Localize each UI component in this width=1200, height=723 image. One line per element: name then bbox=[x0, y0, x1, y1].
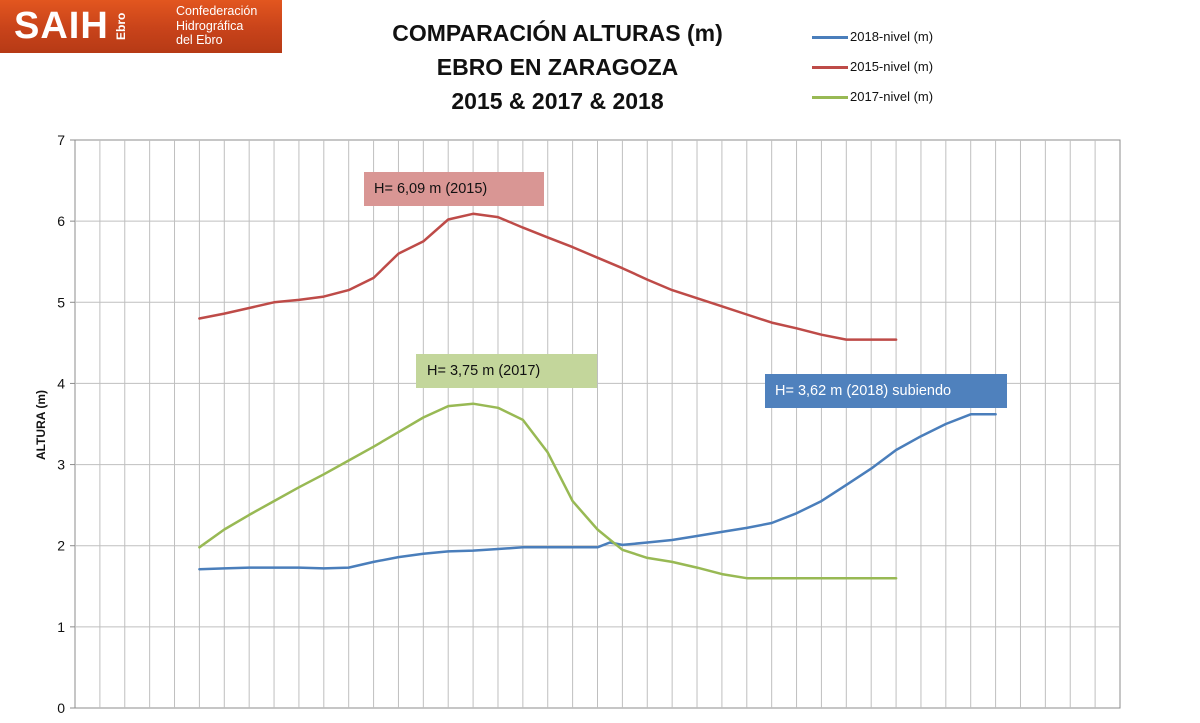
y-tick-label: 4 bbox=[57, 375, 65, 391]
y-tick-label: 5 bbox=[57, 294, 65, 310]
logo-line-2: Hidrográfica bbox=[176, 18, 244, 33]
y-tick-label: 2 bbox=[57, 538, 65, 554]
annotation-2015-peak: H= 6,09 m (2015) bbox=[364, 172, 544, 206]
legend-label-2015: 2015-nivel (m) bbox=[850, 59, 934, 74]
saih-ebro-logo: SAIH Ebro Confederación Hidrográfica del… bbox=[0, 0, 282, 53]
chart-title-line-1: COMPARACIÓN ALTURAS (m) bbox=[392, 20, 723, 46]
chart-title: COMPARACIÓN ALTURAS (m) EBRO EN ZARAGOZA… bbox=[330, 16, 785, 118]
y-tick-label: 7 bbox=[57, 132, 65, 148]
y-tick-label: 1 bbox=[57, 619, 65, 635]
legend-label-2017: 2017-nivel (m) bbox=[850, 89, 934, 104]
chart-title-line-3: 2015 & 2017 & 2018 bbox=[451, 88, 664, 114]
y-tick-label: 3 bbox=[57, 457, 65, 473]
series-line-1 bbox=[198, 212, 898, 341]
series-line-2 bbox=[198, 402, 898, 580]
legend-swatch-2018 bbox=[812, 36, 848, 39]
y-axis-label: ALTURA (m) bbox=[34, 390, 48, 460]
logo-line-1: Confederación bbox=[176, 4, 258, 18]
chart-title-line-2: EBRO EN ZARAGOZA bbox=[436, 54, 679, 80]
y-tick-label: 6 bbox=[57, 213, 65, 229]
logo-organization: Confederación Hidrográfica del Ebro bbox=[176, 4, 257, 48]
legend-swatch-2017 bbox=[812, 96, 848, 99]
logo-main-text: SAIH bbox=[14, 5, 109, 47]
logo-line-3: del Ebro bbox=[176, 33, 223, 47]
y-tick-label: 0 bbox=[57, 700, 65, 716]
annotation-2018-rising: H= 3,62 m (2018) subiendo bbox=[765, 374, 1007, 408]
annotation-2017-peak: H= 3,75 m (2017) bbox=[416, 354, 597, 388]
legend-label-2018: 2018-nivel (m) bbox=[850, 29, 934, 44]
legend-swatch-2015 bbox=[812, 66, 848, 69]
series-line-0 bbox=[198, 413, 997, 571]
